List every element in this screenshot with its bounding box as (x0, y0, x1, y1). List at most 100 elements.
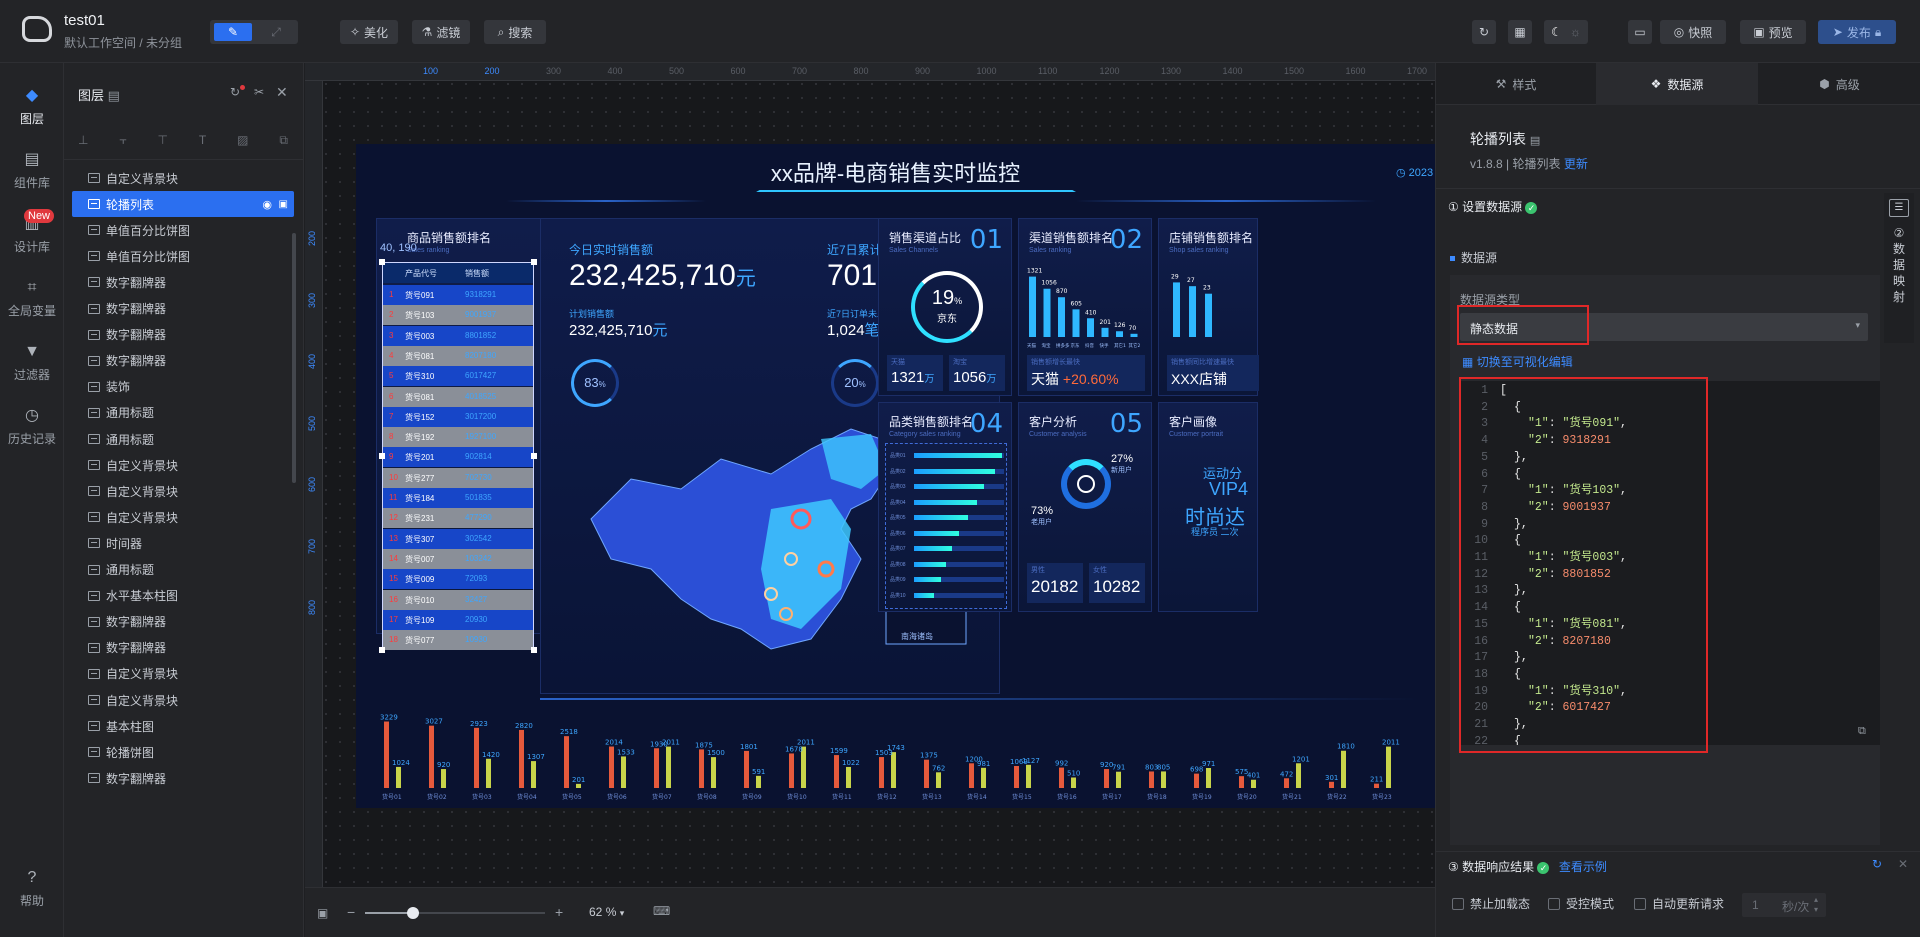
nav-design-library[interactable]: ▥ 设计库 New (0, 209, 64, 255)
theme-toggle[interactable]: ☾ ☼ (1544, 20, 1588, 44)
view-example-link[interactable]: 查看示例 (1558, 860, 1607, 874)
bar (1101, 327, 1109, 337)
layer-item[interactable]: 数字翻牌器 (72, 296, 294, 322)
nav-filters[interactable]: ▼ 过滤器 (13, 343, 50, 382)
layer-item[interactable]: 数字翻牌器 (72, 635, 294, 661)
layer-item[interactable]: 自定义背景块 (72, 687, 294, 713)
fullscreen-icon[interactable]: ⧉ (1858, 725, 1866, 737)
nav-help[interactable]: ? 帮助 (19, 869, 44, 908)
zoom-select[interactable]: 62 % ▾ (589, 905, 625, 919)
category-label: 品类10 (890, 592, 906, 599)
tab-style[interactable]: ⚒ 样式 (1495, 77, 1537, 92)
carousel-list[interactable]: 产品代号 销售额 1 货号091 9318291 2 货号103 9001937 3 货号00… (379, 259, 537, 653)
category-card: 品类销售额排名 Category sales ranking 04 品类01 品类… (878, 402, 1012, 612)
align-bottom-icon[interactable]: ⊥ (78, 133, 89, 147)
filter-button[interactable]: ⚗ 滤镜 (412, 20, 470, 44)
search-button[interactable]: ⌕ 搜索 (484, 20, 546, 44)
pin-icon[interactable]: ✂ (254, 85, 265, 99)
lock-icon[interactable]: ▣ (278, 198, 288, 210)
map-region-east (761, 499, 851, 629)
tab-advanced[interactable]: ⬢ 高级 (1819, 77, 1860, 92)
nav-history[interactable]: ◷ 历史记录 (7, 407, 56, 446)
json-editor[interactable]: 1[2{3 "1": "货号091", 4 "2": 9318291 5}, 6{7 "1"… (1460, 381, 1880, 745)
layer-item[interactable]: 自定义背景块 (72, 504, 294, 530)
code-text: "1": "货号103", (1528, 484, 1627, 498)
plan-value: 232,425,710元 (569, 322, 668, 339)
layer-item[interactable]: 单值百分比饼图 (72, 243, 294, 269)
layer-item[interactable]: 自定义背景块 (72, 165, 294, 191)
layer-item[interactable]: 轮播饼图 (72, 739, 294, 765)
edit-icon[interactable]: ✎ (214, 23, 252, 41)
side-tab-mapping[interactable]: ☰ ② 数据映射 (1884, 193, 1914, 343)
layer-item[interactable]: 数字翻牌器 (72, 765, 294, 791)
zoom-slider[interactable] (365, 907, 545, 919)
bar-b (621, 756, 626, 788)
code-line: 13}, (1460, 583, 1880, 600)
expand-icon[interactable]: ⤢ (271, 25, 281, 39)
layer-item[interactable]: 数字翻牌器 (72, 348, 294, 374)
line-number: 13 (1474, 584, 1488, 598)
stepper-icon[interactable]: ▴ ▾ (1814, 895, 1819, 914)
publish-button[interactable]: ➤ 发布 🔒︎ (1818, 20, 1896, 44)
preview-button[interactable]: ▣ 预览 (1740, 20, 1806, 44)
screen-header-deco (756, 178, 1076, 192)
interval-input[interactable]: 1 秒/次 ▴ ▾ (1742, 893, 1826, 917)
snapshot-button[interactable]: ◎ 快照 (1660, 20, 1726, 44)
switch-visual-link[interactable]: ▦ 切换至可视化编辑 (1462, 355, 1573, 369)
zoom-in-icon[interactable]: + (555, 904, 564, 920)
layer-item[interactable]: 自定义背景块 (72, 661, 294, 687)
layer-item[interactable]: 单值百分比饼图 (72, 217, 294, 243)
beautify-button[interactable]: ✧ 美化 (340, 20, 398, 44)
zoom-out-icon[interactable]: − (347, 904, 356, 920)
layer-item[interactable]: 轮播列表 ◉ ▣ (72, 191, 294, 218)
align-middle-icon[interactable]: ⫟ (119, 133, 127, 147)
layer-label: 自定义背景块 (106, 667, 179, 682)
nav-components[interactable]: ▤ 组件库 (13, 151, 50, 190)
layer-item[interactable]: 数字翻牌器 (72, 269, 294, 295)
screen-size-icon[interactable]: ▣ (317, 906, 329, 920)
edit-mode-toggle[interactable]: ✎ ⤢ (210, 20, 298, 44)
close-icon[interactable]: ✕ (1898, 857, 1909, 871)
layer-item[interactable]: 自定义背景块 (72, 452, 294, 478)
layer-item[interactable]: 通用标题 (72, 400, 294, 426)
layer-label: 数字翻牌器 (106, 615, 167, 630)
group-icon[interactable]: ▨ (237, 133, 249, 147)
eye-icon[interactable]: ◉ (262, 198, 272, 211)
layer-item[interactable]: 数字翻牌器 (72, 322, 294, 348)
layers-scrollbar[interactable] (292, 233, 296, 483)
tab-datasource[interactable]: ❖ 数据源 (1596, 63, 1758, 105)
select-tool-icon[interactable]: ↻ (230, 85, 246, 99)
close-icon[interactable]: ✕ (276, 84, 288, 100)
channel-donut: 19% 京东 (911, 271, 983, 343)
layer-item[interactable]: 装饰 (72, 374, 294, 400)
dashboard-screen[interactable]: xx品牌-电商销售实时监控 ◷ 2023 商品销售额排名 Sales ranki… (356, 144, 1435, 808)
layer-item[interactable]: 时间器 (72, 530, 294, 556)
layout-button[interactable]: ▦ (1508, 20, 1532, 44)
layer-item[interactable]: 数字翻牌器 (72, 609, 294, 635)
layer-item[interactable]: 水平基本柱图 (72, 583, 294, 609)
refresh-icon[interactable]: ↻ (1872, 857, 1883, 871)
keyboard-icon[interactable]: ⌨ (653, 904, 671, 918)
bar-label: 1321 (1027, 268, 1042, 275)
nav-global-vars[interactable]: ⌗ 全局变量 (7, 279, 56, 318)
ds-type-select[interactable]: 静态数据 ▾ (1460, 313, 1868, 341)
disable-loading-checkbox[interactable]: 禁止加载态 (1452, 895, 1530, 912)
layer-item[interactable]: 自定义背景块 (72, 478, 294, 504)
zoom-slider-handle[interactable] (407, 907, 419, 919)
update-link[interactable]: 更新 (1563, 157, 1588, 171)
logo-icon[interactable] (22, 16, 52, 42)
ungroup-icon[interactable]: ⧉ (279, 133, 288, 147)
controlled-mode-checkbox[interactable]: 受控模式 (1548, 895, 1614, 912)
align-top-icon[interactable]: ⊤ (157, 133, 168, 147)
layer-item[interactable]: 通用标题 (72, 557, 294, 583)
auto-update-checkbox[interactable]: 自动更新请求 (1634, 895, 1724, 912)
layer-item[interactable]: 基本柱图 (72, 713, 294, 739)
layer-item[interactable]: 通用标题 (72, 426, 294, 452)
rank-card-sub: Sales ranking (407, 247, 450, 254)
table-row: 16 货号010 32427 (383, 589, 533, 610)
comment-button[interactable]: ▭ (1628, 20, 1652, 44)
align-top2-icon[interactable]: T (198, 133, 207, 147)
refresh-button[interactable]: ↻ (1472, 20, 1496, 44)
nav-layers[interactable]: ◆ 图层 (19, 87, 44, 126)
line-number: 12 (1474, 567, 1488, 581)
